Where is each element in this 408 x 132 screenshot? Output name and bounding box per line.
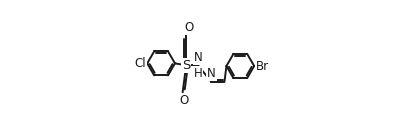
Text: Cl: Cl [135,57,146,70]
Text: N: N [194,51,202,64]
Text: S: S [182,59,191,72]
Text: Br: Br [255,60,268,72]
Text: O: O [184,21,193,34]
Text: O: O [179,94,188,107]
Text: N: N [207,67,216,80]
Text: H: H [194,67,202,80]
